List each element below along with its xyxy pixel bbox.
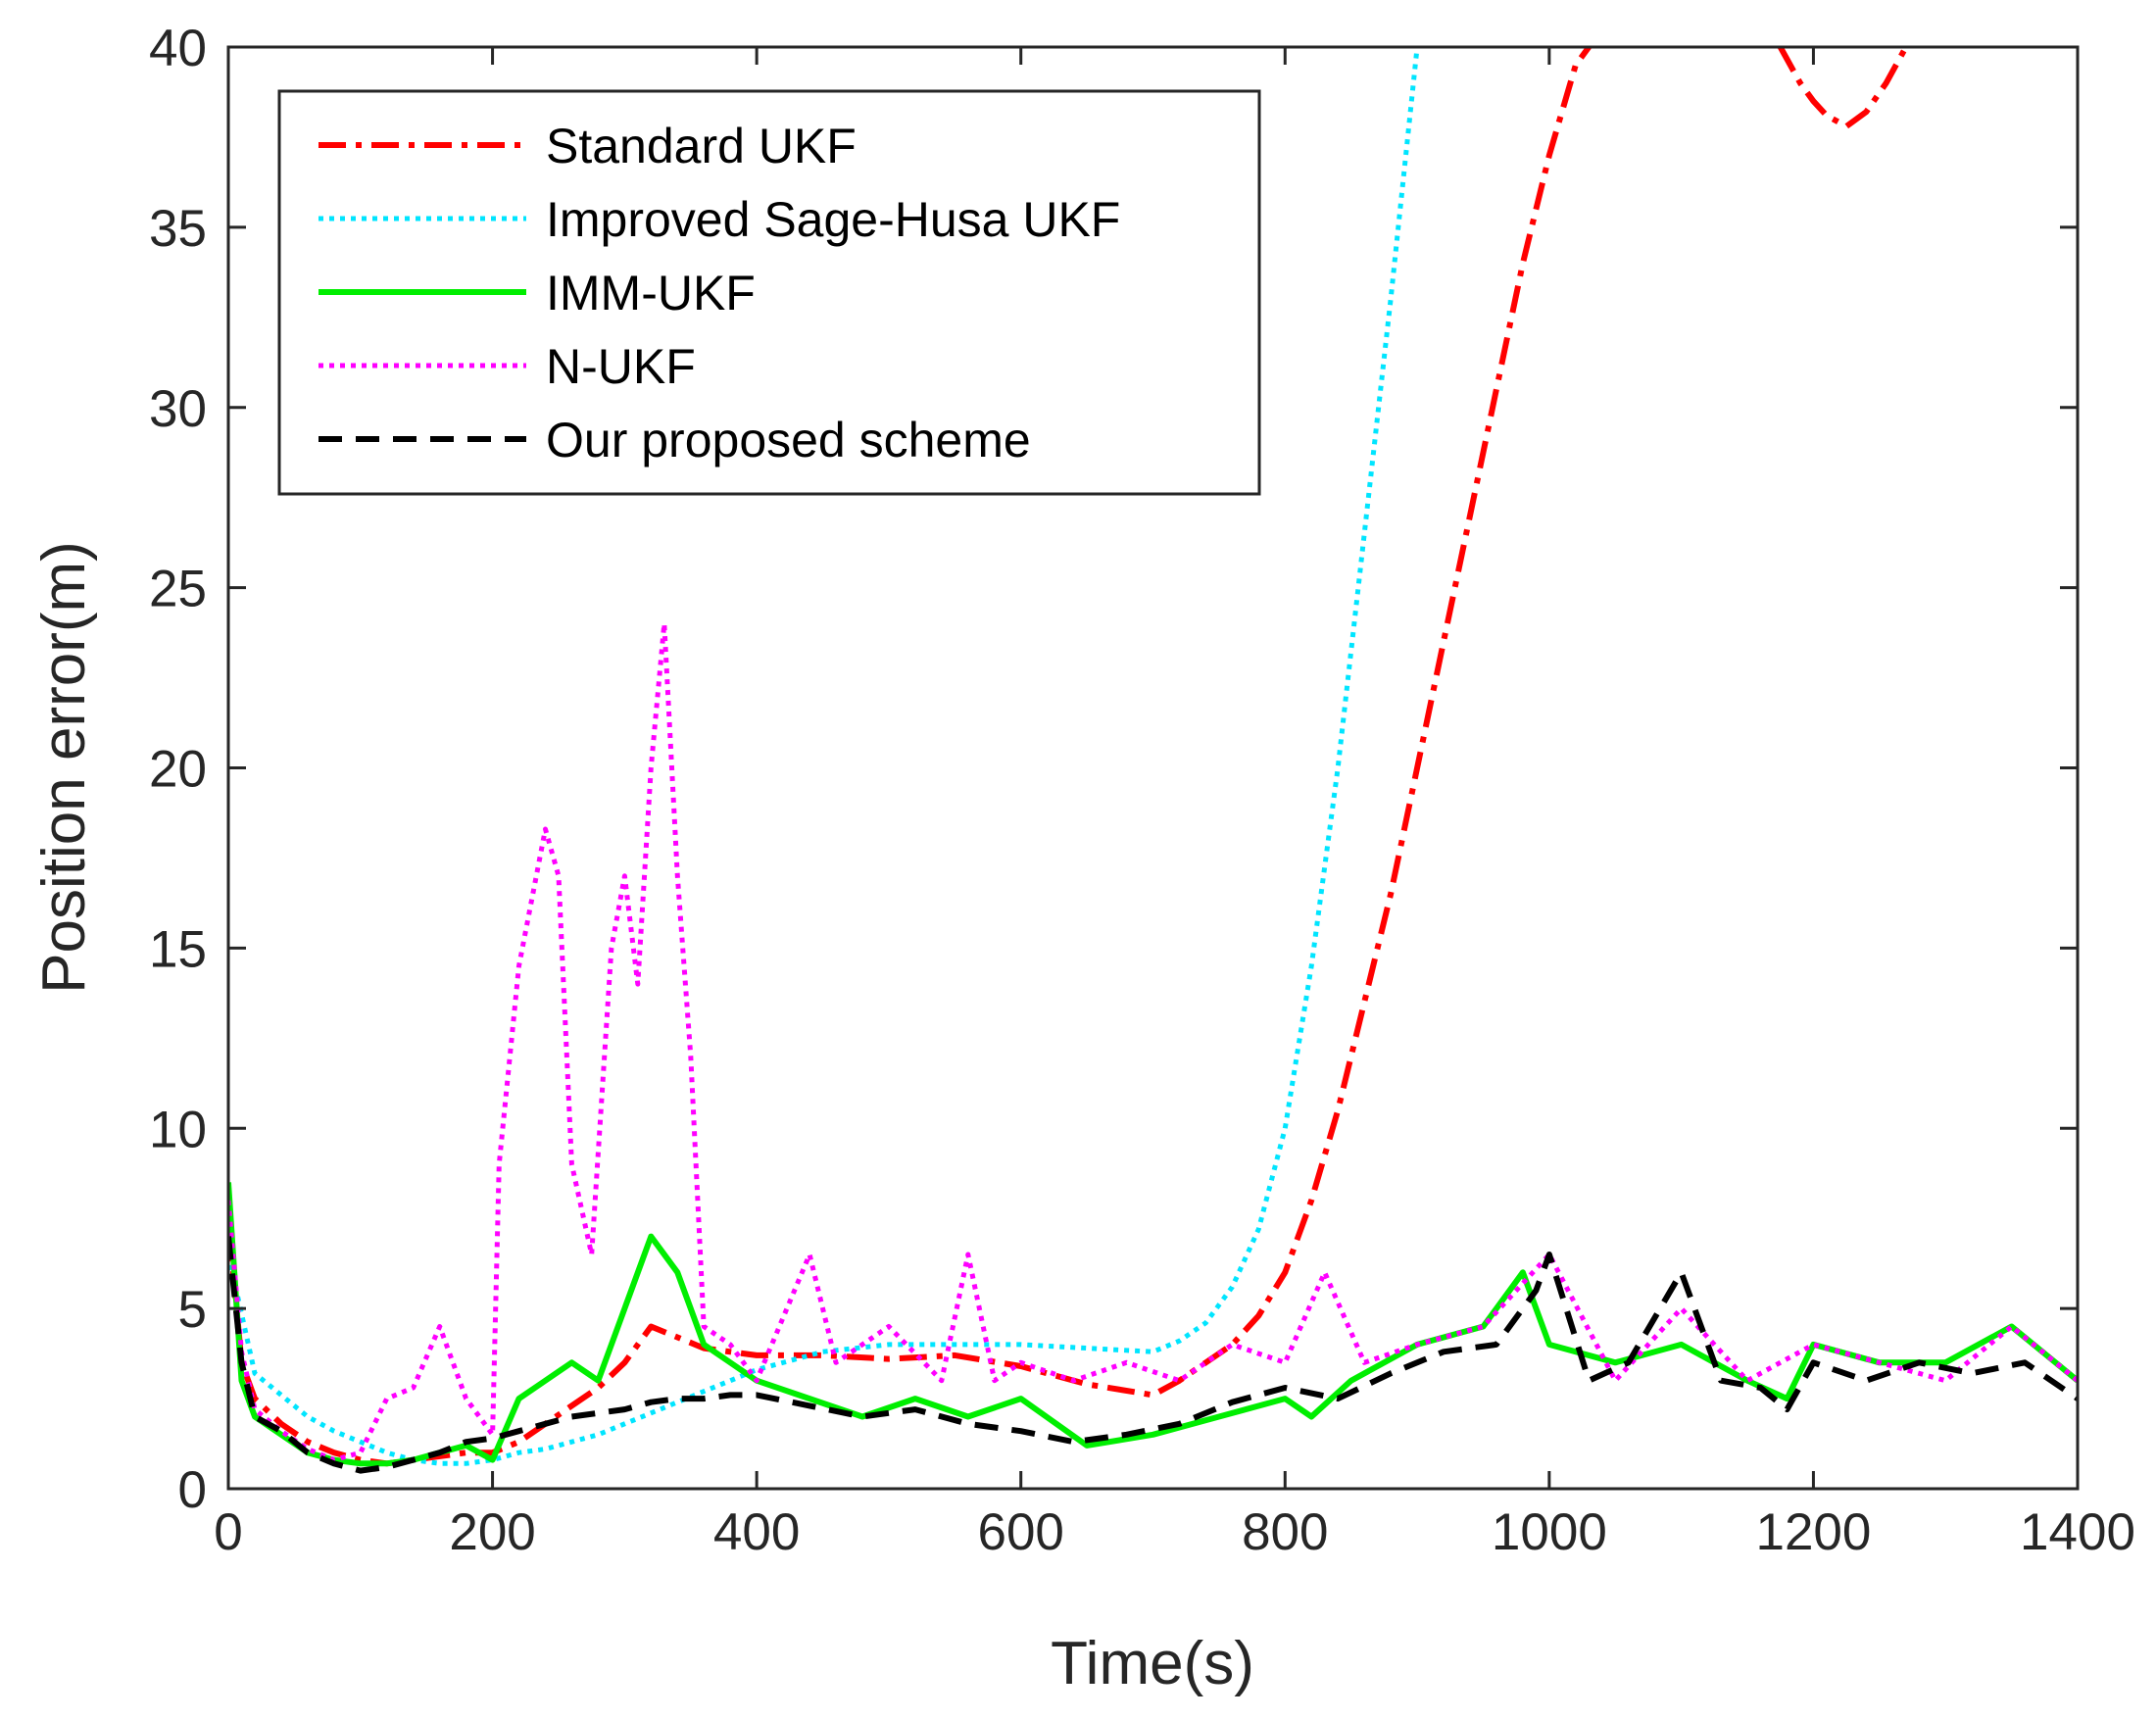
x-tick-label: 400 [713, 1503, 800, 1561]
series-line-standard-ukf-1 [1778, 47, 1909, 129]
y-tick-label: 10 [149, 1101, 207, 1158]
y-tick-label: 0 [178, 1461, 207, 1519]
legend: Standard UKF Improved Sage-Husa UKF IMM-UK… [277, 89, 1261, 496]
y-tick-label: 20 [149, 741, 207, 799]
legend-label: IMM-UKF [546, 266, 756, 320]
series-line-our-proposed-scheme-5 [228, 1236, 2078, 1474]
legend-label: Improved Sage-Husa UKF [546, 192, 1120, 247]
axis-ticks: 0 200 400 600 800 1000 1200 1400 0 5 10 15 20 25 30 35 4… [149, 20, 2135, 1561]
legend-items: Standard UKF Improved Sage-Husa UKF IMM-UK… [318, 119, 1120, 467]
series-layer [228, 47, 2078, 1474]
x-tick-label: 1000 [1492, 1503, 1607, 1561]
x-tick-label: 1400 [2020, 1503, 2135, 1561]
y-tick-label: 35 [149, 200, 207, 258]
legend-label: N-UKF [546, 339, 696, 394]
legend-label: Standard UKF [546, 119, 857, 173]
y-tick-label: 25 [149, 561, 207, 618]
x-tick-label: 200 [449, 1503, 535, 1561]
y-tick-label: 15 [149, 920, 207, 978]
y-tick-label: 40 [149, 20, 207, 77]
x-axis-label: Time(s) [1051, 1630, 1254, 1697]
y-tick-label: 30 [149, 380, 207, 438]
x-tick-label: 1200 [1755, 1503, 1871, 1561]
series-line-n-ukf-4 [228, 620, 2078, 1463]
x-tick-label: 600 [977, 1503, 1063, 1561]
x-tick-label: 0 [214, 1503, 242, 1561]
y-axis-label: Position error(m) [30, 541, 98, 994]
series-line-improved-sage-husa-ukf-2 [228, 47, 1420, 1466]
y-tick-label: 5 [178, 1281, 207, 1339]
legend-label: Our proposed scheme [546, 413, 1031, 467]
x-tick-label: 800 [1242, 1503, 1328, 1561]
